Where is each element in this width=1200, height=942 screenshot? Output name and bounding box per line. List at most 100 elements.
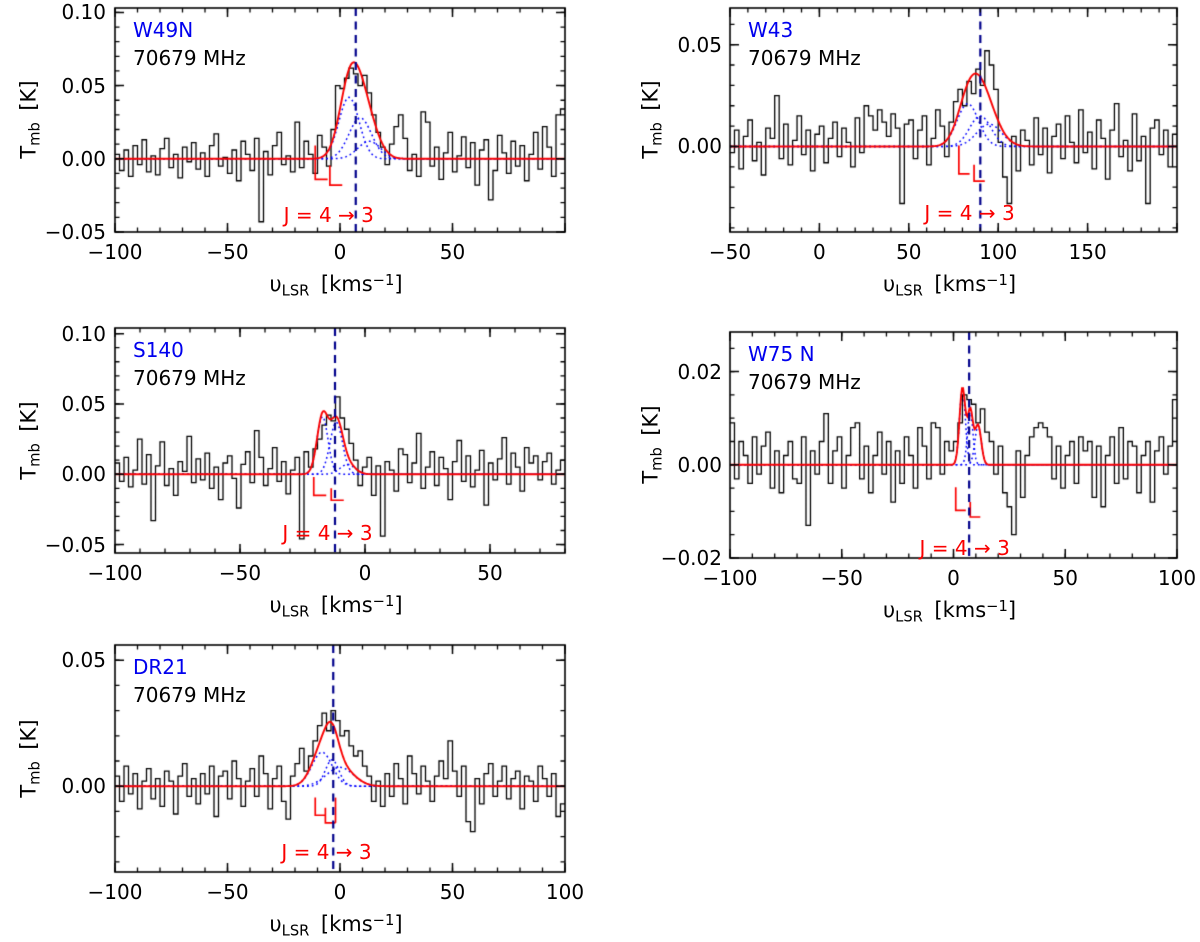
y-tick-label: 0.00 [677,134,722,159]
transition-label: J = 4 → 3 [924,201,1015,226]
x-tick-label: 0 [333,240,347,264]
y-axis-title: Tmb [K] [638,355,665,535]
y-axis-unit: [K] [16,80,41,111]
y-axis-symbol: T [16,466,41,480]
y-axis-unit: [K] [16,400,41,432]
x-tick-label: 0 [947,566,960,590]
x-axis-symbol: υ [882,272,896,297]
x-axis-unit-close: ] [394,912,403,937]
transition-label: J = 4 → 3 [919,535,1010,560]
y-axis-symbol: T [638,145,663,159]
y-tick-label: 0.05 [61,648,106,673]
y-axis-symbol: T [16,145,41,159]
spectrum-plot-canvas [727,5,1180,235]
x-tick-label: 100 [1157,566,1197,590]
x-tick-label: −50 [206,240,249,264]
x-axis-title: υLSR [kms−1] [269,912,402,939]
x-axis-title: υLSR [kms−1] [269,272,402,299]
x-tick-label: 0 [333,880,347,904]
source-label: W43 [748,18,794,42]
x-axis-title: υLSR [kms−1] [883,272,1016,299]
x-tick-label: −50 [218,561,262,585]
x-tick-label: 0 [813,240,826,264]
x-tick-label: 100 [545,880,585,904]
spectrum-plot-canvas [112,325,568,556]
y-axis-subscript: mb [26,122,44,146]
frequency-label: 70679 MHz [133,46,246,70]
y-axis-unit: [K] [16,718,41,750]
x-axis-unit-close: ] [394,272,403,297]
x-axis-unit-close: ] [1007,598,1017,623]
x-axis-unit: [kms [320,912,373,937]
y-tick-label: −0.02 [660,546,722,570]
x-tick-label: −100 [87,240,143,264]
y-axis-unit: [K] [638,405,663,436]
x-axis-unit-exponent: −1 [372,912,395,929]
y-tick-label: 0.00 [677,452,722,477]
x-axis-unit-close: ] [394,593,403,618]
x-axis-unit: [kms [934,598,987,623]
x-tick-label: 150 [1068,240,1107,264]
x-axis-unit-exponent: −1 [986,272,1008,289]
x-axis-symbol: υ [882,598,896,623]
x-axis-unit-exponent: −1 [372,593,395,610]
frequency-label: 70679 MHz [133,366,246,390]
source-label: W75 N [748,342,815,366]
source-label: W49N [133,18,194,42]
spectrum-plot-canvas [727,329,1180,561]
x-tick-label: −100 [87,880,143,904]
y-axis-subscript: mb [26,760,44,785]
y-tick-label: 0.05 [677,32,722,57]
x-axis-subscript: LSR [281,603,310,621]
x-axis-subscript: LSR [895,608,923,626]
y-axis-title: Tmb [K] [16,30,43,210]
x-axis-unit: [kms [934,272,987,297]
x-axis-symbol: υ [269,272,282,297]
y-tick-label: 0.10 [61,0,106,25]
x-tick-label: 50 [896,240,922,264]
x-tick-label: 50 [439,880,466,904]
y-axis-subscript: mb [26,442,44,467]
spectrum-plot-canvas [112,642,568,875]
y-tick-label: 0.05 [61,391,106,416]
x-axis-title: υLSR [kms−1] [269,593,402,620]
x-tick-label: 50 [477,561,503,585]
source-label: DR21 [133,655,188,679]
x-axis-unit-exponent: −1 [986,598,1008,615]
x-axis-subscript: LSR [281,282,310,300]
y-axis-symbol: T [638,470,663,484]
x-tick-label: −100 [702,566,758,590]
x-axis-unit: [kms [320,593,373,618]
x-tick-label: 50 [1052,566,1078,590]
transition-label: J = 4 → 3 [282,520,373,545]
y-axis-subscript: mb [648,122,666,146]
y-tick-label: 0.02 [677,359,722,384]
y-axis-subscript: mb [648,447,666,471]
x-axis-subscript: LSR [895,282,923,300]
transition-label: J = 4 → 3 [283,202,374,227]
x-tick-label: 100 [979,240,1018,264]
transition-label: J = 4 → 3 [281,840,372,865]
x-axis-subscript: LSR [281,922,310,940]
x-tick-label: −50 [206,880,249,904]
x-axis-title: υLSR [kms−1] [883,598,1016,625]
y-tick-label: 0.00 [61,774,106,799]
x-axis-symbol: υ [269,593,282,618]
y-tick-label: 0.00 [61,462,106,487]
x-tick-label: −50 [820,566,863,590]
y-axis-title: Tmb [K] [638,30,665,210]
y-axis-symbol: T [16,784,41,798]
spectrum-plot-canvas [112,5,568,235]
frequency-label: 70679 MHz [748,46,861,70]
y-tick-label: 0.00 [61,146,106,171]
y-tick-label: −0.05 [44,532,106,557]
y-tick-label: −0.05 [44,220,106,244]
y-axis-title: Tmb [K] [16,350,43,530]
x-axis-unit-exponent: −1 [372,272,395,289]
x-tick-label: 0 [358,561,372,585]
y-axis-unit: [K] [638,80,663,111]
y-axis-title: Tmb [K] [16,668,43,848]
x-axis-unit: [kms [320,272,373,297]
frequency-label: 70679 MHz [748,370,861,394]
